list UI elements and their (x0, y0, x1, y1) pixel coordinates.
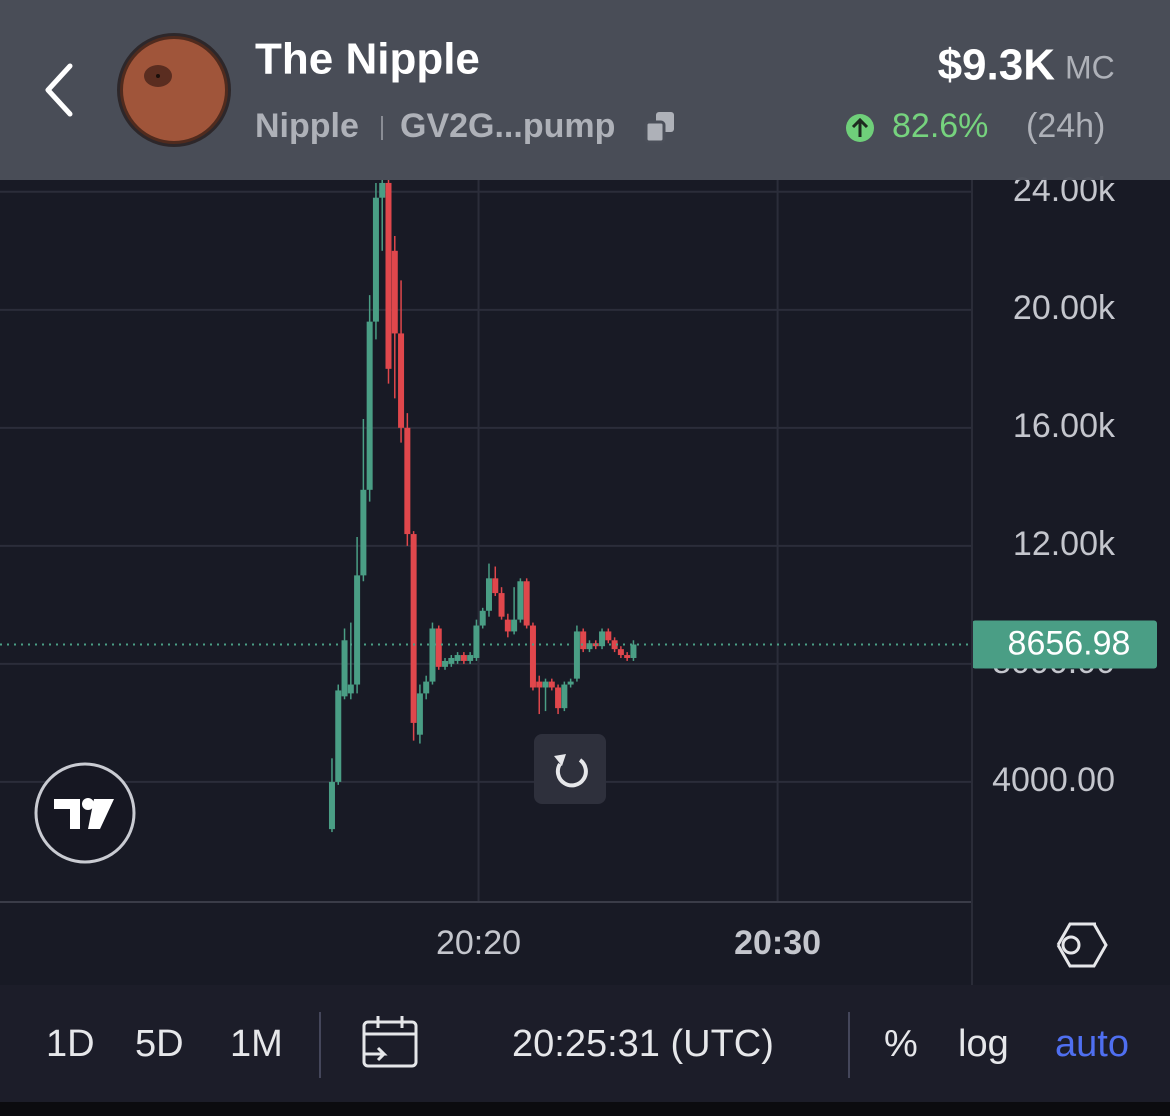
last-price-label: 8656.98 (1008, 624, 1131, 662)
candle-body (611, 640, 618, 650)
candle-body (561, 684, 568, 709)
candle-body (398, 333, 405, 428)
range-button[interactable]: 1D (46, 1023, 95, 1065)
candle-body (548, 681, 555, 688)
candle-body (404, 427, 411, 535)
candle-body (624, 655, 631, 658)
candle-body (385, 182, 392, 369)
candle-body (586, 643, 593, 650)
y-tick-label: 12.00k (1013, 525, 1116, 563)
candle-body (517, 581, 524, 620)
candle-body (429, 628, 436, 682)
candle-body (423, 681, 430, 694)
calendar-icon[interactable] (362, 1016, 418, 1068)
candle-body (347, 684, 354, 694)
market-cap: $9.3K (938, 41, 1056, 90)
candle-body (460, 655, 467, 661)
candle-body (479, 610, 486, 626)
copy-icon[interactable] (644, 112, 674, 144)
candle-body (379, 182, 386, 198)
candle-body (442, 660, 449, 667)
range-button[interactable]: 5D (135, 1023, 184, 1065)
last-price-box (972, 620, 1157, 669)
candle-body (473, 625, 480, 658)
candle-body (435, 628, 442, 667)
candle-body (599, 631, 606, 647)
candle-body (630, 644, 637, 658)
x-tick-label: 20:30 (734, 924, 821, 962)
candle-body (605, 631, 612, 641)
plot (0, 180, 972, 833)
candle-body (416, 693, 423, 735)
y-tick-label: 16.00k (1013, 407, 1116, 445)
token-name: The Nipple (255, 35, 480, 84)
candle-body (523, 581, 530, 626)
reset-button[interactable] (534, 734, 606, 804)
candle-body (372, 197, 379, 322)
header: The Nipple Nipple GV2G...pump $9.3K MC 8… (0, 0, 1170, 180)
candle-body (485, 578, 492, 611)
candle-body (542, 681, 549, 688)
back-button[interactable] (45, 63, 73, 117)
candle-body (467, 655, 474, 661)
candle-body (328, 781, 335, 830)
candle-body (511, 619, 518, 632)
tradingview-logo[interactable] (34, 762, 136, 864)
candle-body (504, 619, 511, 632)
candle-body (580, 631, 587, 650)
candle-body (335, 690, 342, 782)
y-tick-label: 4000.00 (992, 761, 1115, 799)
price-change: 82.6% (892, 107, 988, 145)
candle-body (360, 489, 367, 576)
candle-body (573, 631, 580, 679)
log-toggle[interactable]: log (958, 1023, 1009, 1065)
y-tick-label: 20.00k (1013, 289, 1116, 327)
candle-body (529, 625, 536, 688)
candle-body (391, 250, 398, 334)
percent-toggle[interactable]: % (884, 1023, 918, 1065)
bottom-strip (0, 1102, 1170, 1116)
settings-icon[interactable] (1056, 922, 1108, 968)
token-address: GV2G...pump (400, 107, 615, 145)
candle-body (617, 649, 624, 656)
change-period: (24h) (1026, 107, 1105, 145)
auto-toggle[interactable]: auto (1055, 1023, 1129, 1065)
toolbar (0, 985, 1170, 1102)
candle-body (555, 687, 562, 709)
grid (0, 180, 972, 902)
settings-icon-dot (1061, 935, 1081, 955)
candle-body (454, 655, 461, 661)
candle-body (498, 593, 505, 617)
up-arrow (851, 117, 869, 137)
market-cap-unit: MC (1065, 49, 1115, 85)
candle-body (492, 578, 499, 594)
candle-body (448, 657, 455, 664)
token-symbol: Nipple (255, 107, 359, 145)
token-avatar (117, 33, 231, 147)
candle-body (567, 681, 574, 685)
range-button[interactable]: 1M (230, 1023, 283, 1065)
clock: 20:25:31 (UTC) (512, 1023, 774, 1065)
candle-body (354, 575, 361, 685)
candle-body (341, 640, 348, 697)
candle-body (366, 321, 373, 490)
candle-body (410, 534, 417, 723)
x-tick-label: 20:20 (436, 924, 521, 962)
candle-body (536, 681, 543, 688)
